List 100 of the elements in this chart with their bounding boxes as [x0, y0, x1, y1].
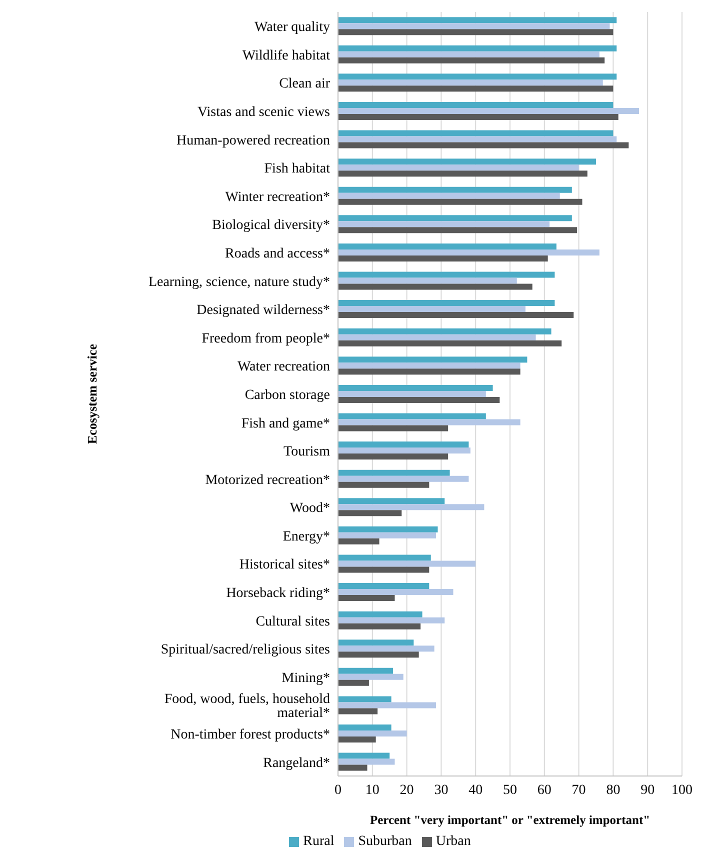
bar: [338, 221, 550, 228]
y-tick-label: Freedom from people*: [202, 331, 330, 346]
y-axis-title: Ecosystem service: [84, 344, 100, 444]
bar: [338, 532, 436, 538]
bar: [338, 80, 603, 86]
bar: [338, 640, 414, 646]
bar: [338, 652, 419, 658]
bar: [338, 86, 614, 92]
bar: [338, 730, 407, 736]
bar: [338, 368, 520, 375]
x-tick-label: 40: [468, 782, 483, 798]
x-tick-label: 20: [400, 782, 414, 798]
y-tick-label: Learning, science, nature study*: [148, 274, 330, 290]
bar: [338, 278, 517, 284]
y-tick-label: Non-timber forest products*: [170, 728, 330, 743]
bar: [338, 589, 454, 596]
bar: [338, 708, 378, 714]
y-tick-label: Biological diversity*: [212, 218, 330, 234]
bar: [338, 554, 431, 561]
y-tick-label: Cultural sites: [256, 614, 330, 630]
bar: [338, 476, 469, 482]
bar: [338, 595, 395, 602]
bar: [338, 227, 578, 234]
bar: [338, 334, 536, 340]
bar: [338, 340, 562, 346]
bar: [338, 384, 493, 391]
bar: [338, 142, 629, 148]
legend-label: Urban: [436, 834, 471, 849]
bar: [338, 583, 430, 590]
bar: [338, 192, 560, 199]
bar: [338, 45, 617, 52]
bar: [338, 215, 572, 222]
x-tick-label: 100: [672, 782, 692, 798]
bar: [338, 23, 610, 30]
y-tick-label: Designated wilderness*: [196, 303, 330, 318]
bar: [338, 758, 395, 765]
bar: [338, 442, 469, 448]
bar: [338, 312, 574, 318]
bar: [338, 724, 392, 730]
bar: [338, 623, 421, 630]
y-tick-label: Motorized recreation*: [205, 472, 330, 488]
y-tick-label: Clean air: [279, 76, 330, 92]
bar: [338, 390, 486, 397]
y-tick-label: Vistas and scenic views: [197, 105, 330, 120]
x-tick-label: 0: [334, 782, 342, 798]
bar: [338, 29, 614, 36]
bar: [338, 306, 526, 312]
bar: [338, 17, 617, 24]
bar: [338, 696, 392, 702]
bar: [338, 448, 470, 454]
bar: [338, 668, 394, 674]
y-tick-label: Water quality: [254, 20, 330, 36]
bar: [338, 510, 402, 516]
bar: [338, 764, 368, 771]
y-tick-label: Tourism: [284, 444, 330, 460]
bar: [338, 164, 579, 171]
y-tick-label: Winter recreation*: [225, 190, 330, 205]
bar: [338, 470, 450, 476]
bar: [338, 136, 617, 142]
bar: [338, 255, 548, 262]
bar: [338, 646, 434, 652]
bar: [338, 272, 555, 278]
bar: [338, 130, 614, 136]
bar: [338, 284, 532, 290]
y-tick-label: Spiritual/sacred/religious sites: [160, 642, 330, 658]
bar: [338, 413, 486, 420]
bar: [338, 419, 520, 426]
bar: [338, 702, 436, 708]
bar: [338, 198, 582, 205]
bar: [338, 57, 605, 64]
bar: [338, 482, 430, 488]
y-tick-label: Water recreation: [237, 360, 330, 375]
x-tick-label: 80: [606, 782, 620, 798]
bar: [338, 243, 556, 250]
y-tick-label: Horseback riding*: [226, 586, 330, 602]
x-tick-label: 10: [365, 782, 380, 798]
bar: [338, 356, 528, 363]
bar: [338, 74, 617, 80]
bar: [338, 170, 588, 177]
bar: [338, 498, 445, 504]
bar: [338, 674, 404, 680]
y-tick-label: Historical sites*: [239, 558, 330, 573]
y-tick-label: Carbon storage: [244, 388, 330, 403]
bar: [338, 328, 552, 334]
bar: [338, 736, 376, 742]
bar: [338, 51, 600, 58]
bar: [338, 102, 614, 108]
bar: [338, 680, 369, 686]
bar: [338, 300, 555, 306]
bar: [338, 538, 380, 544]
bar: [338, 108, 639, 114]
x-tick-label: 60: [537, 782, 552, 798]
bar: [338, 396, 500, 403]
bar: [338, 526, 438, 532]
y-tick-label: Energy*: [282, 529, 330, 544]
y-tick-label: Mining*: [282, 670, 330, 686]
bar: [338, 504, 484, 510]
x-tick-label: 70: [572, 782, 586, 798]
y-tick-label: Wildlife habitat: [242, 48, 330, 64]
x-tick-label: 90: [640, 782, 655, 798]
